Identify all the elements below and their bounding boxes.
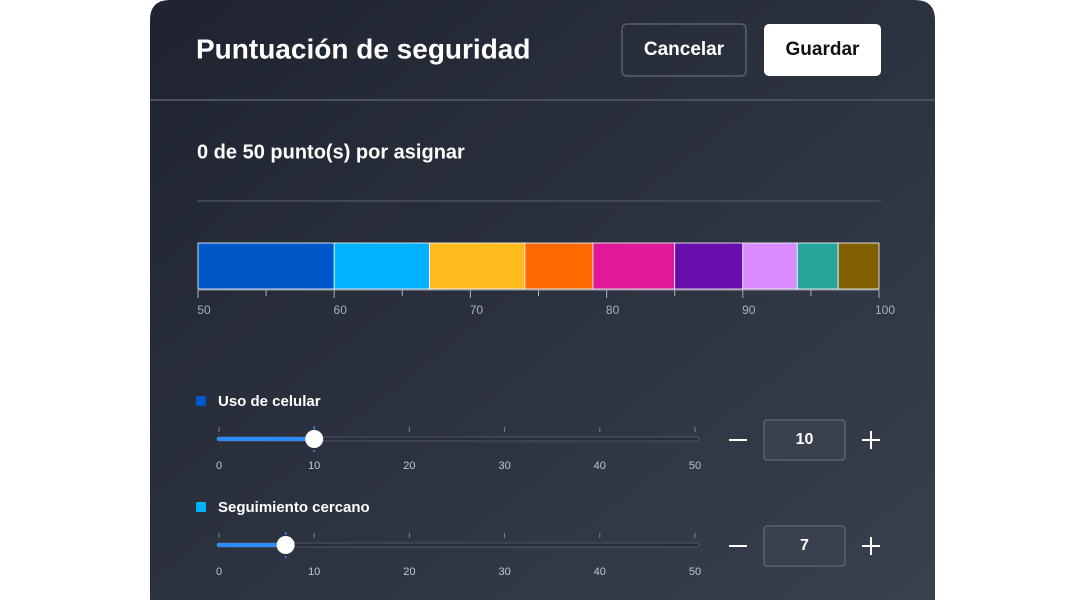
save-button[interactable] <box>764 24 881 76</box>
legend-swatch <box>196 502 206 512</box>
slider-label: Uso de celular <box>218 393 321 410</box>
axis-tick-label: 100 <box>875 303 895 317</box>
save-label[interactable]: Guardar <box>786 39 861 60</box>
slider-thumb[interactable] <box>276 536 295 554</box>
allocation-segment <box>796 242 839 290</box>
slider-fill <box>217 437 315 441</box>
value-text[interactable]: 10 <box>796 431 814 448</box>
increment-button[interactable] <box>862 537 880 555</box>
axis-tick-label: 90 <box>742 303 756 317</box>
card <box>150 0 935 605</box>
slider-tick-label: 50 <box>689 566 701 578</box>
allocation-segment <box>592 242 676 290</box>
increment-button[interactable] <box>862 431 880 449</box>
slider-tick-label: 50 <box>689 460 701 472</box>
slider-tick-label: 20 <box>403 460 415 472</box>
allocation-segment <box>742 242 798 290</box>
slider-tick-label: 40 <box>594 566 606 578</box>
cancel-label[interactable]: Cancelar <box>644 39 725 60</box>
slider-tick-label: 30 <box>498 460 510 472</box>
slider-thumb[interactable] <box>305 430 324 448</box>
allocation-segment <box>524 242 594 290</box>
axis-tick-label: 50 <box>197 303 211 317</box>
value-box[interactable] <box>763 525 846 567</box>
slider-fill <box>217 543 286 547</box>
slider-label: Seguimiento cercano <box>218 499 370 516</box>
slider-tick-label: 10 <box>308 460 320 472</box>
slider-tick-label: 30 <box>498 566 510 578</box>
slider-tick-label: 40 <box>594 460 606 472</box>
axis-tick-label: 60 <box>334 303 348 317</box>
cancel-button[interactable] <box>621 23 747 77</box>
axis-tick-label: 70 <box>470 303 484 317</box>
allocation-segment <box>333 242 430 290</box>
allocation-segment <box>429 242 526 290</box>
axis-tick-label: 80 <box>606 303 620 317</box>
remaining-points: 0 de 50 punto(s) por asignar <box>197 141 465 163</box>
legend-swatch <box>196 396 206 406</box>
slider-tick-label: 20 <box>403 566 415 578</box>
slider-tick-label: 0 <box>216 566 222 578</box>
slider-tick-label: 10 <box>308 566 320 578</box>
slider-tick-label: 0 <box>216 460 222 472</box>
title: Puntuación de seguridad <box>196 33 530 64</box>
value-box[interactable] <box>763 419 846 461</box>
allocation-segment <box>837 242 880 290</box>
allocation-segment <box>197 242 335 290</box>
allocation-segment <box>674 242 744 290</box>
value-text[interactable]: 7 <box>800 537 809 554</box>
